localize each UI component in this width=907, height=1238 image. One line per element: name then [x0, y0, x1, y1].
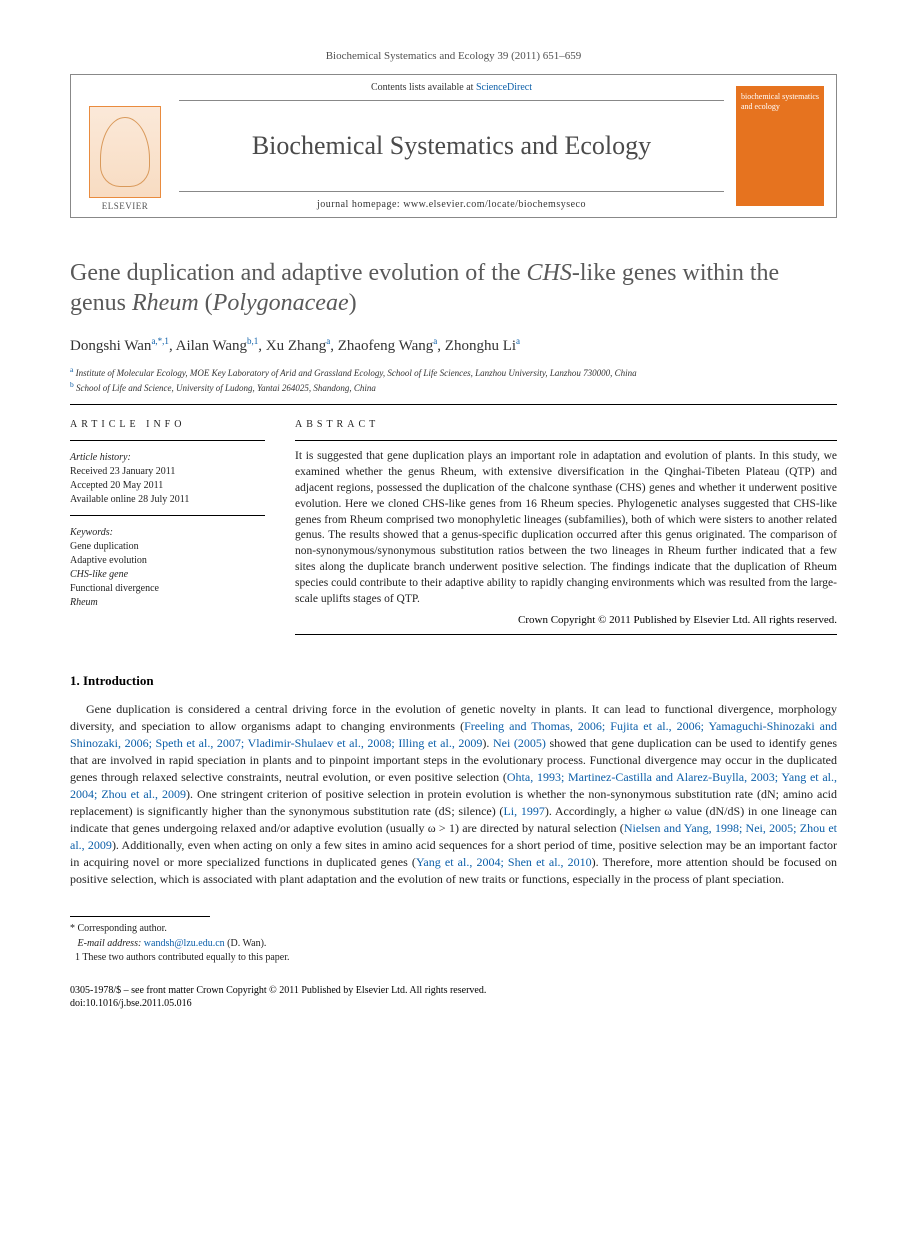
keyword: CHS-like gene: [70, 568, 265, 582]
author-sup: a,*,1: [151, 336, 169, 346]
equal-note-text: 1 These two authors contributed equally …: [75, 952, 290, 963]
body-run: ).: [482, 736, 493, 750]
author: Zhonghu Li: [445, 338, 516, 354]
header-center: Contents lists available at ScienceDirec…: [179, 75, 724, 217]
equal-contribution-note: 1 These two authors contributed equally …: [70, 951, 837, 966]
abs-rule-bottom: [295, 634, 837, 635]
abstract-col: ABSTRACT It is suggested that gene dupli…: [295, 413, 837, 643]
footnotes: * Corresponding author. E-mail address: …: [70, 922, 837, 966]
affil-text: Institute of Molecular Ecology, MOE Key …: [76, 368, 637, 378]
top-citation: Biochemical Systematics and Ecology 39 (…: [70, 50, 837, 62]
homepage-url[interactable]: www.elsevier.com/locate/biochemsyseco: [403, 199, 586, 210]
author-sup: a: [433, 336, 437, 346]
copyright-line: Crown Copyright © 2011 Published by Else…: [295, 614, 837, 626]
keywords-heading: Keywords:: [70, 526, 265, 540]
email-label: E-mail address:: [78, 938, 144, 949]
cover-cell: biochemical systematics and ecology: [724, 75, 836, 217]
keywords-block: Keywords: Gene duplication Adaptive evol…: [70, 526, 265, 610]
author: Ailan Wang: [176, 338, 247, 354]
affiliations: a Institute of Molecular Ecology, MOE Ke…: [70, 365, 837, 394]
email-note: E-mail address: wandsh@lzu.edu.cn (D. Wa…: [70, 937, 837, 952]
affil-text: School of Life and Science, University o…: [76, 383, 376, 393]
section-heading-intro: 1. Introduction: [70, 673, 837, 689]
article-history: Article history: Received 23 January 201…: [70, 451, 265, 507]
email-tail: (D. Wan).: [225, 938, 267, 949]
issn-line: 0305-1978/$ – see front matter Crown Cop…: [70, 984, 837, 998]
citation-ref[interactable]: Nei (2005): [493, 736, 546, 750]
footnote-rule: [70, 916, 210, 917]
affiliation: a Institute of Molecular Ecology, MOE Ke…: [70, 365, 837, 380]
title-text-3: (: [199, 290, 213, 316]
citation-ref[interactable]: Yang et al., 2004; Shen et al., 2010: [416, 855, 592, 869]
keyword: Functional divergence: [70, 582, 265, 596]
affil-sup: b: [70, 380, 74, 389]
journal-cover-thumb: biochemical systematics and ecology: [736, 86, 824, 206]
keyword-text: Rheum: [70, 597, 98, 608]
title-text-4: ): [349, 290, 357, 316]
keyword: Adaptive evolution: [70, 554, 265, 568]
author-sup: b,1: [247, 336, 258, 346]
abstract-text: It is suggested that gene duplication pl…: [295, 449, 837, 608]
abs-rule: [295, 440, 837, 441]
sciencedirect-link[interactable]: ScienceDirect: [476, 82, 532, 93]
publisher-logo-cell: ELSEVIER: [71, 75, 179, 217]
info-rule: [70, 440, 265, 441]
contents-label: Contents lists available at: [371, 82, 476, 93]
homepage-bar: journal homepage: www.elsevier.com/locat…: [179, 191, 724, 217]
title-text-1: Gene duplication and adaptive evolution …: [70, 260, 527, 286]
elsevier-tree-icon: [89, 106, 161, 198]
info-abstract-row: ARTICLE INFO Article history: Received 2…: [70, 413, 837, 643]
email-link[interactable]: wandsh@lzu.edu.cn: [144, 938, 225, 949]
journal-name: Biochemical Systematics and Ecology: [179, 121, 724, 171]
affiliation: b School of Life and Science, University…: [70, 380, 837, 395]
intro-paragraph: Gene duplication is considered a central…: [70, 701, 837, 888]
author: Xu Zhang: [266, 338, 326, 354]
doi-line: doi:10.1016/j.bse.2011.05.016: [70, 997, 837, 1011]
rule-top: [70, 404, 837, 405]
abstract-label: ABSTRACT: [295, 419, 837, 430]
keyword: Gene duplication: [70, 540, 265, 554]
title-italic-2: Rheum: [132, 290, 199, 316]
keyword: Rheum: [70, 596, 265, 610]
title-italic-3: Polygonaceae: [213, 290, 349, 316]
article-info-col: ARTICLE INFO Article history: Received 2…: [70, 413, 265, 643]
article-title: Gene duplication and adaptive evolution …: [70, 258, 837, 318]
journal-header: ELSEVIER Contents lists available at Sci…: [70, 74, 837, 218]
citation-ref[interactable]: Li, 1997: [503, 804, 544, 818]
affil-sup: a: [70, 365, 73, 374]
history-item: Available online 28 July 2011: [70, 493, 265, 507]
publisher-name: ELSEVIER: [102, 201, 149, 211]
history-heading: Article history:: [70, 451, 265, 465]
history-item: Received 23 January 2011: [70, 465, 265, 479]
bottom-block: 0305-1978/$ – see front matter Crown Cop…: [70, 984, 837, 1011]
article-info-label: ARTICLE INFO: [70, 419, 265, 430]
author: Zhaofeng Wang: [338, 338, 434, 354]
title-italic-1: CHS: [527, 260, 572, 286]
author: Dongshi Wan: [70, 338, 151, 354]
homepage-label: journal homepage:: [317, 199, 403, 210]
history-item: Accepted 20 May 2011: [70, 479, 265, 493]
contents-available-bar: Contents lists available at ScienceDirec…: [179, 75, 724, 101]
info-rule-2: [70, 515, 265, 516]
author-sup: a: [326, 336, 330, 346]
keyword-text: CHS-like gene: [70, 569, 128, 580]
author-sup: a: [516, 336, 520, 346]
corresponding-note: * Corresponding author.: [70, 922, 837, 937]
authors-line: Dongshi Wana,*,1, Ailan Wangb,1, Xu Zhan…: [70, 336, 837, 355]
